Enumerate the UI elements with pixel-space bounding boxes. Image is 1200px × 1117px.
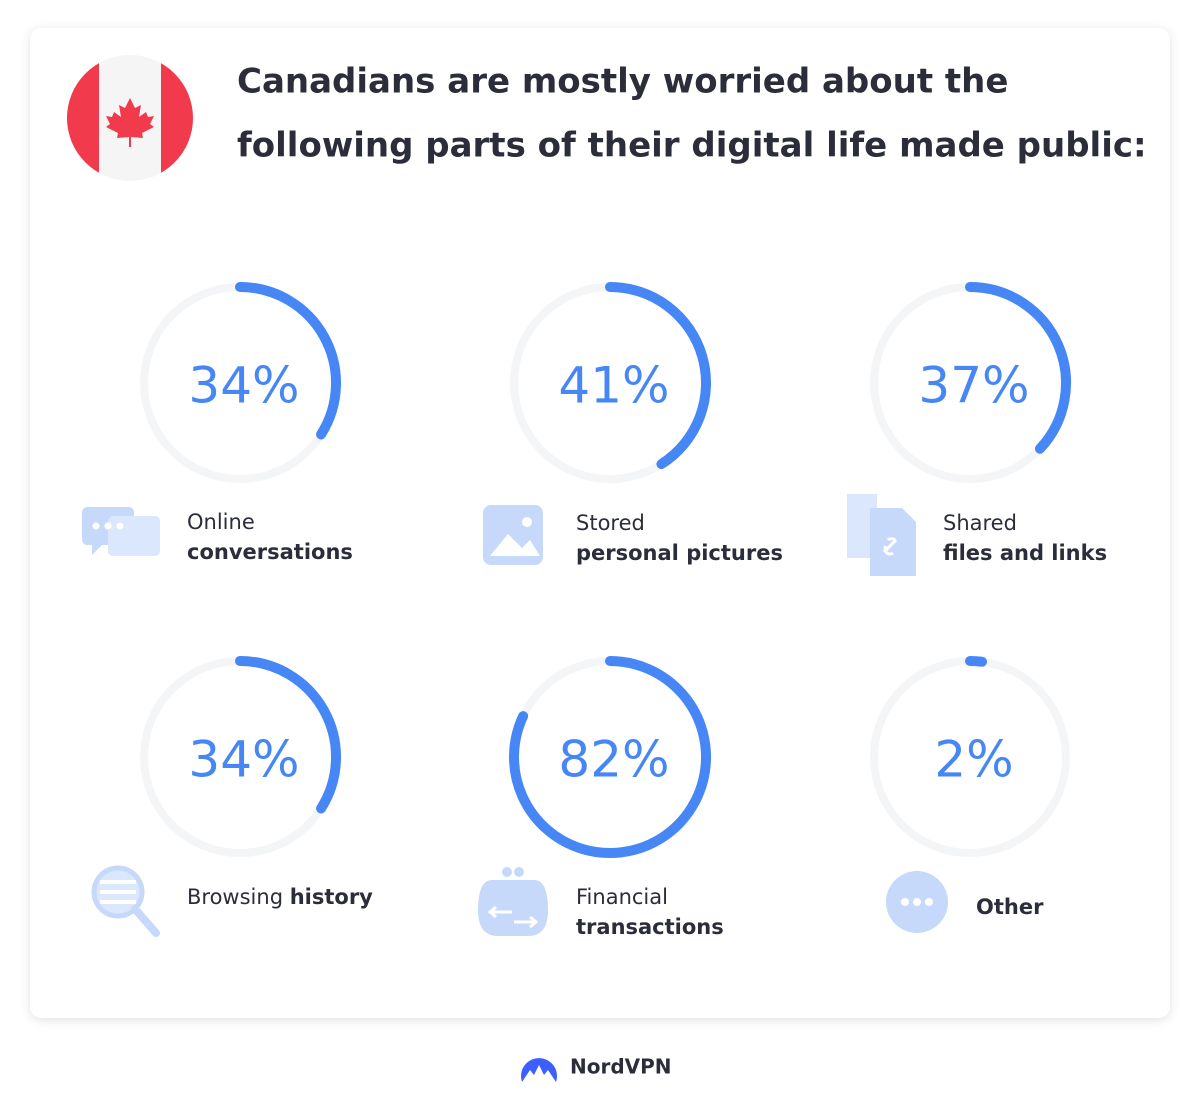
label-part: history bbox=[290, 885, 373, 909]
item-label: Shared bbox=[943, 511, 1017, 535]
percent-label: 34% bbox=[188, 357, 299, 415]
label-part: Browsing bbox=[187, 885, 290, 909]
label-part: transactions bbox=[576, 915, 724, 939]
label-part: Stored bbox=[576, 511, 645, 535]
canada-flag bbox=[67, 55, 193, 181]
item-label: Financial bbox=[576, 885, 668, 909]
donut-arc bbox=[509, 656, 711, 858]
brand-name: NordVPN bbox=[570, 1055, 672, 1079]
label-part: conversations bbox=[187, 540, 353, 564]
item-label: personal pictures bbox=[576, 541, 783, 565]
label-part: Financial bbox=[576, 885, 668, 909]
card bbox=[30, 28, 1170, 1018]
label-part: personal pictures bbox=[576, 541, 783, 565]
label-part: Shared bbox=[943, 511, 1017, 535]
brand-logo: NordVPN bbox=[521, 1055, 672, 1082]
item-label: files and links bbox=[943, 541, 1107, 565]
label-part: Other bbox=[976, 895, 1044, 919]
item-label: Online bbox=[187, 510, 255, 534]
title-line: following parts of their digital life ma… bbox=[237, 126, 1147, 166]
percent-label: 2% bbox=[934, 731, 1013, 789]
donut-arc bbox=[965, 282, 1071, 454]
donut-arc bbox=[235, 282, 341, 440]
percent-label: 37% bbox=[918, 357, 1029, 415]
item-label: Other bbox=[976, 895, 1044, 919]
donut-arc bbox=[605, 282, 712, 470]
item-label: Browsing history bbox=[187, 885, 373, 909]
percent-label: 34% bbox=[188, 731, 299, 789]
donut-arc bbox=[235, 656, 341, 814]
percent-label: 41% bbox=[558, 357, 669, 415]
donut-arc bbox=[965, 656, 988, 667]
item-label: conversations bbox=[187, 540, 353, 564]
percent-label: 82% bbox=[558, 731, 669, 789]
item-label: transactions bbox=[576, 915, 724, 939]
item-label: Stored bbox=[576, 511, 645, 535]
icons bbox=[82, 494, 948, 937]
title-line: Canadians are mostly worried about the bbox=[237, 62, 1008, 102]
label-part: files and links bbox=[943, 541, 1107, 565]
label-part: Online bbox=[187, 510, 255, 534]
